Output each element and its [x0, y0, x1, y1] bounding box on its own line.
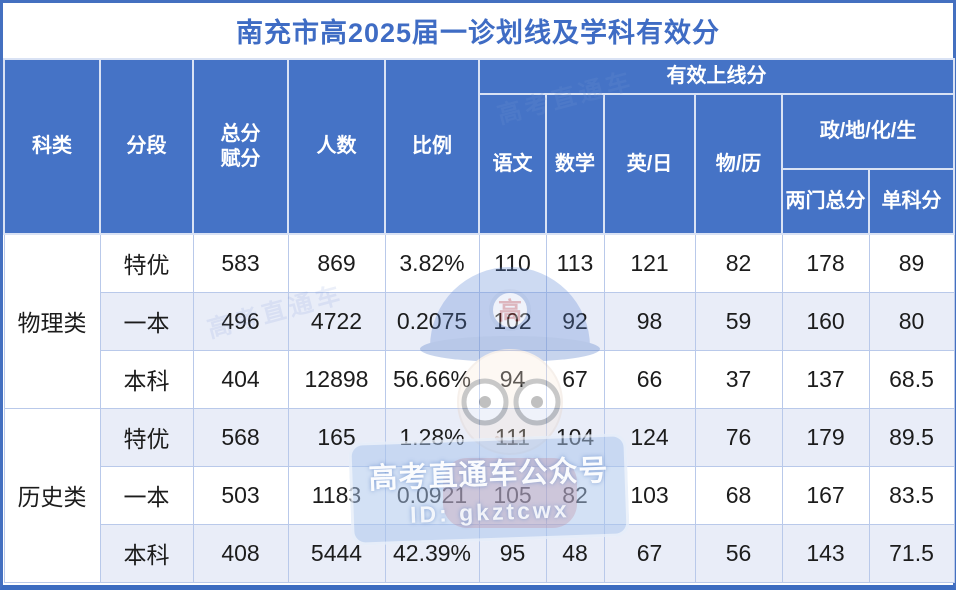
- category-cell-physics: 物理类: [3, 233, 101, 409]
- cell-single-subject: 80: [868, 291, 955, 351]
- cell-ratio: 56.66%: [384, 349, 480, 409]
- cell-count: 4722: [287, 291, 386, 351]
- col-header-math: 数学: [545, 93, 605, 235]
- cell-segment: 本科: [99, 523, 194, 583]
- col-header-two-subject-total: 两门总分: [781, 168, 870, 235]
- cell-two-subject-total: 167: [781, 465, 870, 525]
- cell-single-subject: 68.5: [868, 349, 955, 409]
- header-row-1: 科类 分段 总分 赋分 人数 比例 有效上线分: [3, 58, 956, 235]
- col-header-segment: 分段: [99, 58, 194, 235]
- cell-chinese: 110: [478, 233, 547, 293]
- cell-total-score: 408: [192, 523, 289, 583]
- table-row: 本科 404 12898 56.66% 94 67 66 37 137 68.5: [4, 349, 955, 409]
- col-header-single-subject: 单科分: [867, 168, 956, 235]
- cell-english-japanese: 66: [603, 349, 696, 409]
- cell-count: 1183: [287, 465, 386, 525]
- cell-count: 869: [287, 233, 386, 293]
- cell-chinese: 105: [478, 465, 547, 525]
- cell-math: 104: [545, 407, 605, 467]
- cell-single-subject: 89.5: [868, 407, 955, 467]
- table-row: 历史类 特优 568 165 1.28% 111 104 124 76 179 …: [3, 407, 955, 583]
- cell-ratio: 1.28%: [384, 407, 480, 467]
- cell-two-subject-total: 143: [781, 523, 870, 583]
- cell-ratio: 3.82%: [384, 233, 480, 293]
- col-header-total-line1: 总分: [220, 122, 261, 145]
- table-row: 本科 408 5444 42.39% 95 48 67 56 143 71.5: [4, 523, 955, 583]
- table-row: 一本 503 1183 0.0921 105 82 103 68 167 83.…: [4, 465, 955, 525]
- cell-segment: 特优: [99, 233, 194, 293]
- cell-english-japanese: 121: [603, 233, 696, 293]
- cell-segment: 一本: [99, 291, 194, 351]
- cell-physics-history: 68: [694, 465, 783, 525]
- col-header-count: 人数: [287, 58, 386, 235]
- cell-physics-history: 59: [694, 291, 783, 351]
- cell-total-score: 583: [192, 233, 289, 293]
- col-header-chinese: 语文: [478, 93, 547, 235]
- cell-chinese: 95: [478, 523, 547, 583]
- table-row: 物理类 特优 583 869 3.82% 110 113 121 82 178 …: [3, 233, 955, 409]
- cell-ratio: 42.39%: [384, 523, 480, 583]
- cell-ratio: 0.0921: [384, 465, 480, 525]
- table-row: 一本 496 4722 0.2075 102 92 98 59 160 80: [4, 291, 955, 351]
- header-row-3: 两门总分 单科分: [4, 168, 956, 235]
- cell-physics-history: 56: [694, 523, 783, 583]
- cell-two-subject-total: 178: [781, 233, 870, 293]
- cell-count: 5444: [287, 523, 386, 583]
- cell-single-subject: 71.5: [868, 523, 955, 583]
- cell-chinese: 111: [478, 407, 547, 467]
- cell-chinese: 94: [478, 349, 547, 409]
- cell-math: 48: [545, 523, 605, 583]
- page-title: 南充市高2025届一诊划线及学科有效分: [3, 3, 953, 58]
- cell-segment: 一本: [99, 465, 194, 525]
- col-header-ratio: 比例: [384, 58, 480, 235]
- cell-english-japanese: 98: [603, 291, 696, 351]
- score-table: 科类 分段 总分 赋分 人数 比例 有效上线分 语文 数学 英/日 物/历 政/…: [3, 58, 956, 583]
- cell-single-subject: 83.5: [868, 465, 955, 525]
- header-row-2: 语文 数学 英/日 物/历 政/地/化/生: [4, 93, 956, 235]
- cell-total-score: 404: [192, 349, 289, 409]
- cell-two-subject-total: 160: [781, 291, 870, 351]
- cell-english-japanese: 67: [603, 523, 696, 583]
- cell-total-score: 503: [192, 465, 289, 525]
- cell-two-subject-total: 179: [781, 407, 870, 467]
- cell-math: 82: [545, 465, 605, 525]
- cell-count: 165: [287, 407, 386, 467]
- cell-segment: 本科: [99, 349, 194, 409]
- cell-total-score: 568: [192, 407, 289, 467]
- cell-physics-history: 37: [694, 349, 783, 409]
- col-header-english-japanese: 英/日: [603, 93, 696, 235]
- cell-english-japanese: 124: [603, 407, 696, 467]
- cell-single-subject: 89: [868, 233, 955, 293]
- col-header-total-line2: 赋分: [220, 147, 261, 170]
- cell-math: 113: [545, 233, 605, 293]
- cell-math: 67: [545, 349, 605, 409]
- cell-segment: 特优: [99, 407, 194, 467]
- col-group-electives: 政/地/化/生: [780, 93, 956, 170]
- cell-math: 92: [545, 291, 605, 351]
- col-header-physics-history: 物/历: [694, 93, 783, 235]
- category-cell-history: 历史类: [3, 407, 101, 583]
- cell-two-subject-total: 137: [781, 349, 870, 409]
- cell-ratio: 0.2075: [384, 291, 480, 351]
- col-header-category: 科类: [3, 58, 101, 235]
- cell-english-japanese: 103: [603, 465, 696, 525]
- cell-total-score: 496: [192, 291, 289, 351]
- cell-count: 12898: [287, 349, 386, 409]
- cell-physics-history: 82: [694, 233, 783, 293]
- cell-physics-history: 76: [694, 407, 783, 467]
- col-group-effective-scores: 有效上线分: [477, 58, 956, 95]
- cell-chinese: 102: [478, 291, 547, 351]
- col-header-total-score: 总分 赋分: [192, 58, 289, 235]
